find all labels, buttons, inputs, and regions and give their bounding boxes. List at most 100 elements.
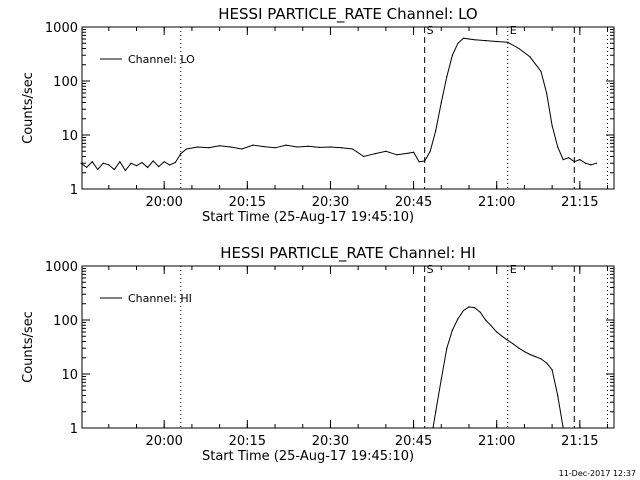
x-tick-label: 20:45 [395, 195, 432, 210]
legend-entry: Channel: LO [128, 53, 195, 66]
data-point [318, 146, 320, 148]
timestamp-footer: 11-Dec-2017 12:37 [559, 469, 636, 478]
x-tick-label: 20:30 [312, 434, 349, 449]
data-point [97, 168, 99, 171]
data-point [562, 427, 564, 429]
data-point [396, 154, 398, 156]
y-tick-label: 10 [61, 129, 78, 144]
y-axis-label: Counts/sec [21, 72, 36, 144]
data-point [407, 152, 409, 154]
data-point [113, 168, 115, 171]
x-tick-label: 20:45 [395, 434, 432, 449]
y-axis-label: Counts/sec [21, 311, 36, 383]
y-tick-label: 100 [53, 75, 78, 90]
data-point [329, 146, 332, 148]
data-point [424, 160, 426, 162]
data-point [169, 164, 171, 166]
data-point [468, 306, 470, 308]
data-point [124, 169, 126, 172]
data-point [507, 339, 509, 341]
data-point [86, 166, 88, 169]
x-tick-label: 20:30 [312, 195, 349, 210]
data-point [446, 76, 448, 78]
data-point [340, 147, 343, 149]
chart-panel-2: HESSI PARTICLE_RATE Channel: HI 1 10 100 100… [21, 244, 615, 464]
data-point [207, 147, 210, 149]
data-point [529, 56, 531, 58]
data-point [263, 146, 265, 148]
data-point [473, 39, 476, 41]
data-point [512, 343, 514, 345]
data-point [573, 161, 575, 163]
x-tick-label: 20:15 [229, 195, 266, 210]
data-point [152, 160, 154, 162]
data-point [496, 331, 498, 333]
data-point [485, 319, 487, 321]
data-point [119, 161, 121, 163]
data-point [196, 146, 199, 148]
data-point [446, 347, 448, 349]
chart-panel-1: HESSI PARTICLE_RATE Channel: LO 1 10 100 100… [21, 5, 615, 225]
data-point [546, 92, 548, 94]
data-point [507, 41, 509, 43]
y-tick-label: 1000 [45, 260, 78, 275]
x-axis-label: Start Time (25-Aug-17 19:45:10) [202, 449, 414, 464]
data-point [595, 162, 598, 164]
legend-entry: Channel: HI [128, 292, 192, 305]
data-point [490, 325, 492, 327]
data-point [557, 394, 559, 397]
data-point [501, 335, 503, 337]
data-point [584, 162, 587, 164]
x-tick-label: 21:15 [561, 434, 598, 449]
chart-title: HESSI PARTICLE_RATE Channel: HI [220, 244, 476, 263]
data-point [534, 356, 537, 358]
data-point [457, 318, 459, 320]
data-point [296, 146, 298, 148]
x-tick-label: 20:00 [145, 195, 182, 210]
data-point [435, 130, 437, 132]
data-point [546, 362, 548, 364]
data-point [230, 146, 232, 148]
data-point [518, 47, 520, 50]
data-point [440, 378, 442, 380]
event-marker-label: S [427, 24, 434, 37]
y-tick-label: 100 [53, 314, 78, 329]
data-point [102, 162, 104, 164]
chart-title: HESSI PARTICLE_RATE Channel: LO [218, 5, 477, 24]
data-point [385, 150, 387, 152]
data-point [180, 153, 182, 155]
data-point [540, 358, 542, 360]
x-tick-label: 20:00 [145, 434, 182, 449]
data-point [562, 159, 564, 161]
data-point [473, 307, 476, 309]
data-point [551, 124, 553, 127]
plot-frame [81, 26, 615, 190]
series-line [80, 37, 597, 172]
data-point [468, 38, 470, 40]
x-tick-label: 21:15 [561, 195, 598, 210]
data-point [523, 351, 526, 353]
data-point [496, 40, 498, 43]
x-axis-label: Start Time (25-Aug-17 19:45:10) [202, 210, 414, 225]
x-tick-label: 20:15 [229, 434, 266, 449]
data-point [568, 157, 570, 159]
data-point [108, 164, 110, 166]
data-point [285, 144, 287, 146]
data-point [252, 144, 254, 146]
data-point [451, 54, 453, 56]
y-tick-label: 1 [70, 183, 78, 198]
data-point [174, 161, 176, 164]
data-point [485, 40, 487, 42]
data-point [158, 166, 160, 168]
y-tick-label: 1 [70, 422, 78, 437]
data-point [91, 161, 93, 163]
data-point [432, 427, 434, 429]
data-point [80, 162, 82, 164]
plot-frame [81, 265, 615, 429]
y-tick-label: 10 [61, 368, 78, 383]
data-point [163, 161, 165, 163]
series-line [432, 306, 564, 429]
data-point [590, 164, 592, 166]
data-point [479, 311, 481, 313]
